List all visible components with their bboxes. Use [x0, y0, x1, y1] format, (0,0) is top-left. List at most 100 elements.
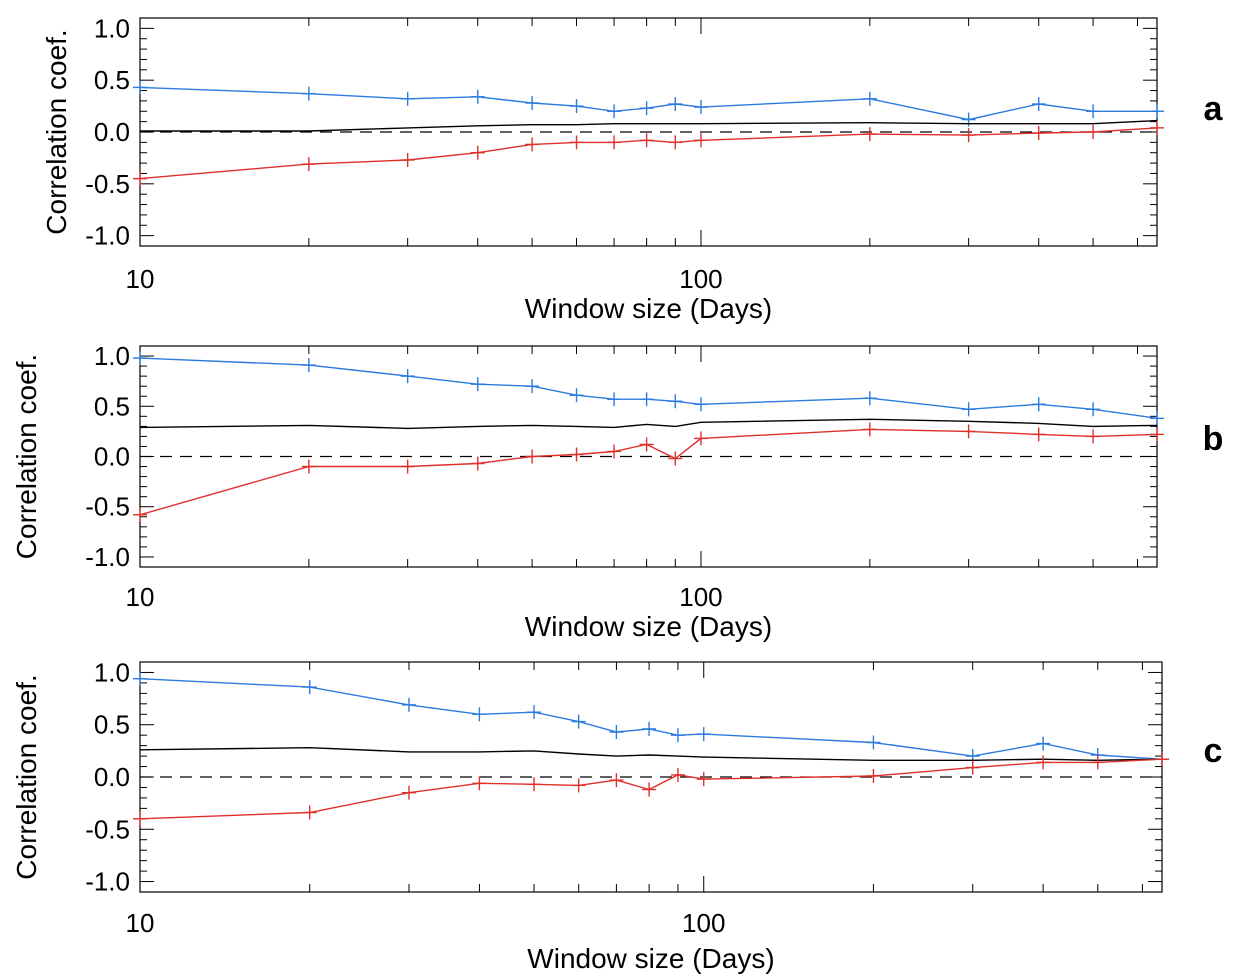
panel-c: 1.0 0.5 0.0 -0.5 -1.0 10 100 Window size (Days)… — [11, 657, 1222, 974]
data-point — [866, 768, 881, 783]
data-point — [401, 697, 416, 712]
data-point — [668, 451, 683, 466]
x-tick-label: 100 — [679, 582, 722, 612]
data-point — [301, 459, 316, 474]
y-tick-label: 1.0 — [94, 341, 130, 371]
y-tick-label: -1.0 — [85, 542, 130, 572]
data-point — [668, 97, 683, 112]
data-point — [569, 99, 584, 114]
y-axis-title: Correlation coef. — [11, 354, 42, 559]
y-tick-label: -1.0 — [85, 221, 130, 251]
data-point — [301, 358, 316, 373]
data-point — [1036, 736, 1051, 751]
panel-label: a — [1204, 90, 1224, 128]
data-point — [1155, 752, 1169, 767]
data-point — [133, 351, 147, 366]
data-point — [400, 459, 415, 474]
data-point — [301, 86, 316, 101]
x-tick-label: 10 — [126, 264, 155, 294]
y-tick-label: -0.5 — [85, 814, 130, 844]
y-tick-label: 0.5 — [94, 391, 130, 421]
data-point — [525, 379, 540, 394]
data-point — [639, 101, 654, 116]
data-point — [527, 705, 542, 720]
data-point — [607, 135, 622, 150]
data-point — [525, 449, 540, 464]
data-point — [642, 782, 657, 797]
panel-label: c — [1204, 732, 1223, 770]
x-tick-label: 10 — [126, 908, 155, 938]
data-point — [1150, 104, 1164, 119]
y-axis-title: Correlation coef. — [41, 29, 72, 234]
y-tick-label: 0.0 — [94, 117, 130, 147]
data-point — [693, 133, 708, 148]
data-point — [696, 727, 711, 742]
series-line-1 — [140, 119, 1158, 132]
data-point — [696, 772, 711, 787]
y-tick-label: -1.0 — [85, 867, 130, 897]
data-point — [470, 89, 485, 104]
data-point — [1150, 427, 1164, 442]
data-point — [607, 444, 622, 459]
x-tick-label: 100 — [682, 908, 725, 938]
data-point — [302, 680, 317, 695]
data-point — [668, 394, 683, 409]
data-point — [961, 128, 976, 143]
y-tick-label: -0.5 — [85, 492, 130, 522]
data-point — [400, 91, 415, 106]
data-point — [1031, 397, 1046, 412]
y-tick-label: 0.0 — [94, 442, 130, 472]
series-line-2 — [139, 127, 1158, 180]
data-point — [961, 402, 976, 417]
data-point — [470, 145, 485, 160]
data-point — [133, 811, 147, 826]
y-tick-label: 0.5 — [94, 710, 130, 740]
data-point — [965, 760, 980, 775]
data-point — [525, 95, 540, 110]
data-point — [642, 721, 657, 736]
data-point — [1031, 97, 1046, 112]
y-tick-label: -0.5 — [85, 169, 130, 199]
series-line-1 — [139, 746, 1163, 762]
data-point — [639, 133, 654, 148]
data-point — [301, 157, 316, 172]
x-tick-label: 100 — [679, 264, 722, 294]
data-point — [1031, 126, 1046, 141]
data-point — [693, 431, 708, 446]
data-point — [670, 728, 685, 743]
data-point — [569, 388, 584, 403]
x-tick-label: 10 — [126, 582, 155, 612]
data-point — [133, 80, 147, 95]
data-point — [401, 785, 416, 800]
series-line-0 — [139, 678, 1163, 760]
data-point — [961, 112, 976, 127]
series-line-0 — [139, 86, 1157, 121]
data-point — [609, 725, 624, 740]
data-point — [693, 100, 708, 115]
data-point — [133, 671, 147, 686]
data-point — [1150, 120, 1164, 135]
data-point — [693, 397, 708, 412]
series-line-1 — [139, 418, 1158, 430]
data-point — [569, 135, 584, 150]
x-axis-title: Window size (Days) — [527, 943, 774, 974]
x-axis-title: Window size (Days) — [525, 293, 772, 324]
series-line-0 — [139, 357, 1158, 419]
data-point — [862, 422, 877, 437]
panel-label: b — [1203, 420, 1224, 458]
data-point — [472, 707, 487, 722]
data-point — [862, 391, 877, 406]
data-point — [133, 171, 147, 186]
data-point — [470, 377, 485, 392]
data-point — [1031, 427, 1046, 442]
series-line-2 — [139, 428, 1158, 516]
data-point — [609, 773, 624, 788]
x-axis-title: Window size (Days) — [525, 611, 772, 642]
data-point — [133, 507, 147, 522]
data-point — [571, 778, 586, 793]
data-point — [607, 104, 622, 119]
data-point — [302, 805, 317, 820]
